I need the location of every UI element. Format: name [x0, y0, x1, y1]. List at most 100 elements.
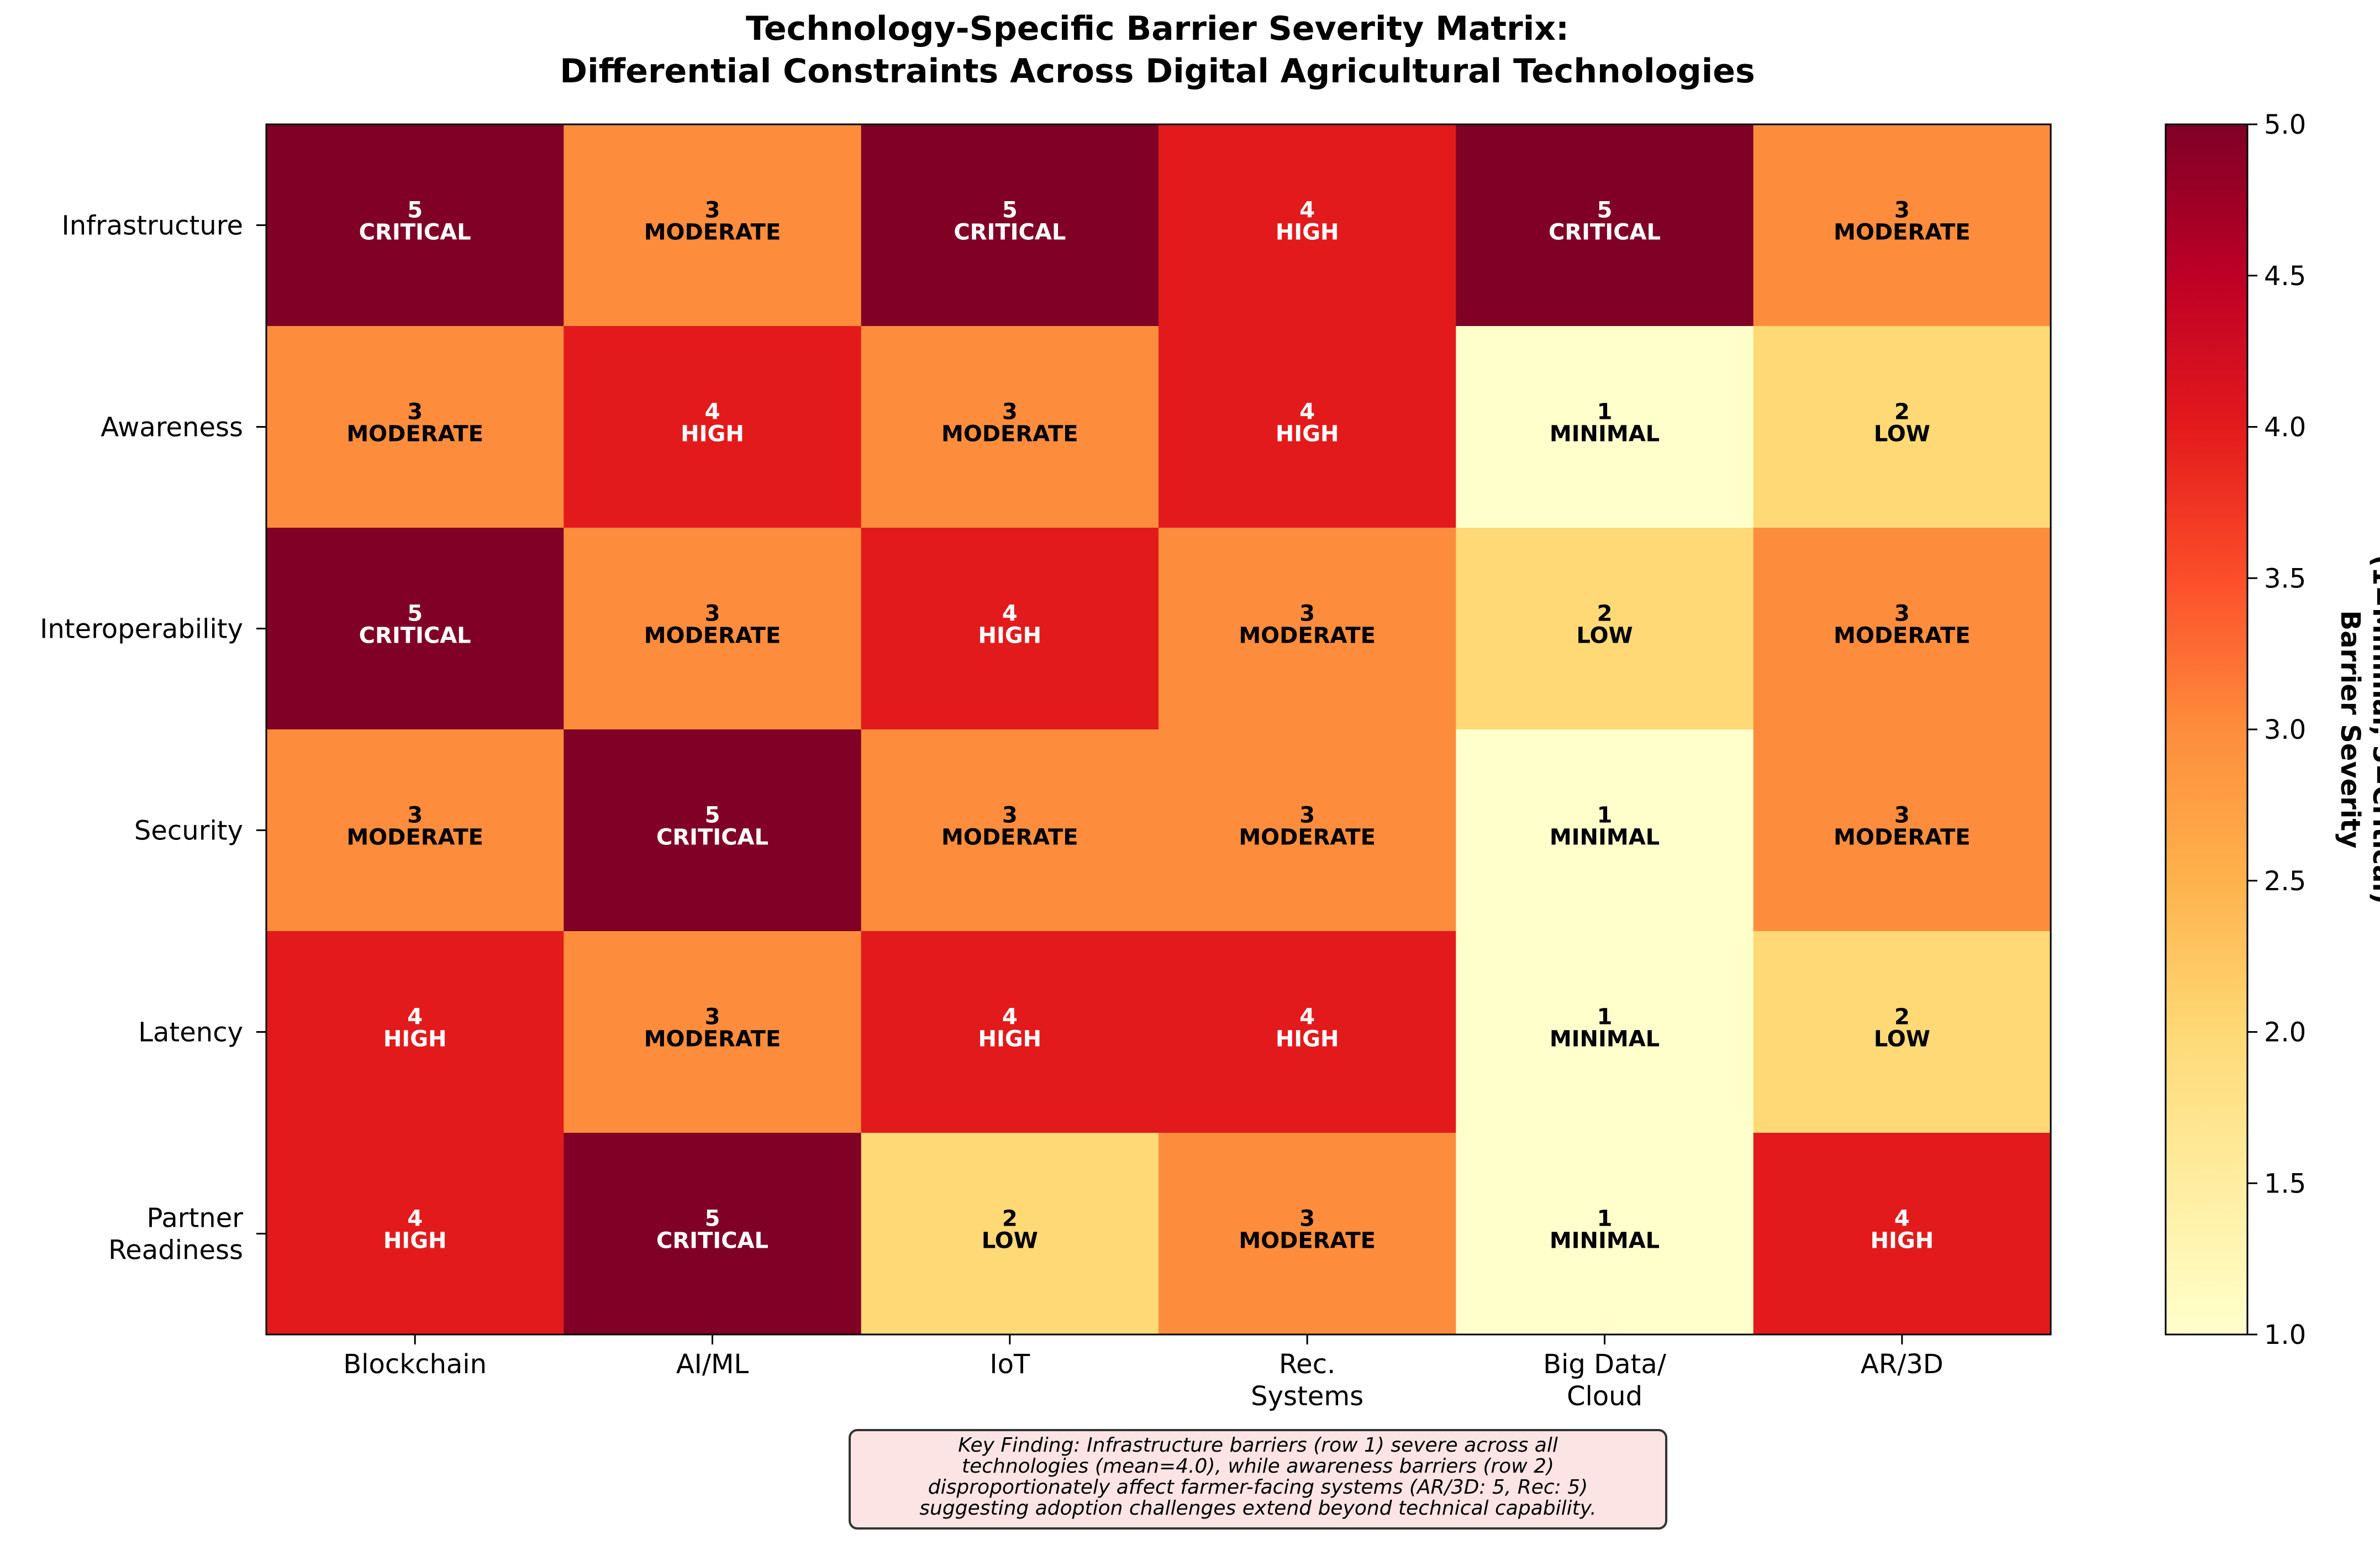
cell-severity-label: MODERATE: [1834, 623, 1971, 649]
cell-severity-label: HIGH: [1276, 422, 1339, 447]
cell-value-label: 2: [1894, 1005, 1910, 1030]
cell-value-label: 5: [1002, 198, 1018, 223]
cell-value-label: 3: [1299, 601, 1315, 627]
cell-value-label: 5: [407, 601, 423, 627]
plot-frame: [265, 123, 2052, 1336]
cell-value-label: 4: [1002, 601, 1018, 627]
cell-severity-label: CRITICAL: [954, 220, 1066, 245]
cell-value-label: 1: [1597, 1005, 1613, 1030]
heatmap-cell: [1753, 124, 2051, 327]
cell-severity-label: MODERATE: [941, 825, 1078, 850]
heatmap-cell: [1456, 729, 1754, 932]
cell-severity-label: CRITICAL: [1549, 220, 1661, 245]
cell-severity-label: CRITICAL: [359, 220, 471, 245]
row-tick-labels: Infrastructure Awareness Interoperability S…: [40, 211, 266, 1266]
annotation-line: Key Finding: Infrastructure barriers (ro…: [958, 1434, 1558, 1457]
cell-severity-label: MODERATE: [1834, 220, 1971, 245]
colorbar-tick-label: 2.5: [2264, 866, 2306, 897]
cell-severity-label: MODERATE: [1239, 825, 1376, 850]
colorbar-tick-label: 4.5: [2264, 261, 2306, 292]
cell-value-label: 3: [1894, 198, 1910, 223]
cell-value-label: 1: [1597, 803, 1613, 828]
chart-title: Technology-Specific Barrier Severity Mat…: [560, 9, 1755, 91]
cell-value-label: 5: [407, 198, 423, 223]
heatmap-cell: [266, 528, 564, 730]
cell-value-label: 4: [407, 1206, 423, 1232]
heatmap-cells: 5CRITICAL3MODERATE5CRITICAL4HIGH5CRITICA…: [265, 123, 2052, 1336]
cell-severity-label: CRITICAL: [359, 623, 471, 649]
cell-value-label: 3: [1894, 601, 1910, 627]
heatmap-cell: [1456, 1133, 1754, 1335]
cell-value-label: 1: [1597, 400, 1613, 425]
heatmap-cell: [266, 326, 564, 528]
cell-severity-label: MODERATE: [644, 1027, 781, 1052]
cell-severity-label: CRITICAL: [656, 825, 768, 850]
cell-severity-label: CRITICAL: [656, 1228, 768, 1254]
key-finding-annotation: Key Finding: Infrastructure barriers (ro…: [849, 1429, 1667, 1530]
colorbar-tick-label: 5.0: [2264, 109, 2306, 140]
cell-value-label: 4: [407, 1005, 423, 1030]
cell-severity-label: HIGH: [1276, 1027, 1339, 1052]
cell-value-label: 2: [1894, 400, 1910, 425]
column-label: Cloud: [1567, 1381, 1642, 1412]
heatmap-cell: [861, 1133, 1159, 1335]
colorbar-label-line: Barrier Severity: [2335, 610, 2366, 848]
heatmap-cell: [1159, 729, 1456, 932]
cell-value-label: 3: [1894, 803, 1910, 828]
cell-severity-label: LOW: [982, 1228, 1038, 1254]
cell-severity-label: MODERATE: [346, 422, 483, 447]
chart-title-line: Differential Constraints Across Digital …: [560, 52, 1755, 91]
cell-value-label: 3: [1002, 400, 1018, 425]
cell-severity-label: HIGH: [383, 1027, 447, 1052]
heatmap-cell: [1753, 528, 2051, 730]
cell-value-label: 4: [705, 400, 720, 425]
heatmap-cell: [564, 124, 862, 327]
cell-severity-label: HIGH: [1276, 220, 1339, 245]
colorbar-tick-label: 3.0: [2264, 714, 2306, 745]
heatmap-cell: [1456, 528, 1754, 730]
cell-value-label: 4: [1002, 1005, 1018, 1030]
row-label: Infrastructure: [62, 211, 243, 241]
annotation-line: disproportionately affect farmer-facing …: [928, 1476, 1588, 1499]
cell-severity-label: HIGH: [681, 422, 744, 447]
column-label: Rec.: [1279, 1349, 1335, 1380]
cell-value-label: 5: [1597, 198, 1613, 223]
heatmap-cell: [1159, 124, 1456, 327]
heatmap-cell: [266, 931, 564, 1133]
heatmap-cell: [266, 729, 564, 932]
row-label: Latency: [138, 1017, 243, 1048]
cell-severity-label: HIGH: [383, 1228, 447, 1254]
annotation-line: technologies (mean=4.0), while awareness…: [962, 1455, 1554, 1478]
heatmap-cell: [564, 1133, 862, 1335]
colorbar-tick-label: 4.0: [2264, 412, 2306, 443]
cell-value-label: 4: [1299, 400, 1315, 425]
row-label: Partner: [147, 1203, 244, 1234]
heatmap-cell: [564, 931, 862, 1133]
cell-severity-label: LOW: [1874, 422, 1930, 447]
heatmap-cell: [1753, 729, 2051, 932]
colorbar: 1.0 1.5 2.0 2.5 3.0 3.5 4.0 4.5 5.0 Barrier Sever…: [2165, 109, 2380, 1351]
cell-severity-label: LOW: [1874, 1027, 1930, 1052]
heatmap-cell: [861, 326, 1159, 528]
column-label: Big Data/: [1543, 1349, 1667, 1380]
cell-severity-label: MODERATE: [1239, 623, 1376, 649]
heatmap-cell: [1159, 326, 1456, 528]
cell-severity-label: HIGH: [978, 623, 1041, 649]
cell-severity-label: MODERATE: [346, 825, 483, 850]
heatmap-cell: [266, 124, 564, 327]
heatmap-cell: [564, 528, 862, 730]
annotation-box: [849, 1429, 1667, 1530]
cell-severity-label: MODERATE: [1239, 1228, 1376, 1254]
heatmap-cell: [1753, 326, 2051, 528]
heatmap-cell: [1456, 931, 1754, 1133]
heatmap-cell: [1753, 1133, 2051, 1335]
cell-severity-label: MODERATE: [644, 220, 781, 245]
heatmap-cell: [1456, 124, 1754, 327]
cell-value-label: 3: [705, 1005, 720, 1030]
colorbar-gradient: [2165, 123, 2249, 1336]
cell-severity-label: MODERATE: [644, 623, 781, 649]
cell-severity-label: HIGH: [978, 1027, 1041, 1052]
cell-value-label: 2: [1002, 1206, 1018, 1232]
